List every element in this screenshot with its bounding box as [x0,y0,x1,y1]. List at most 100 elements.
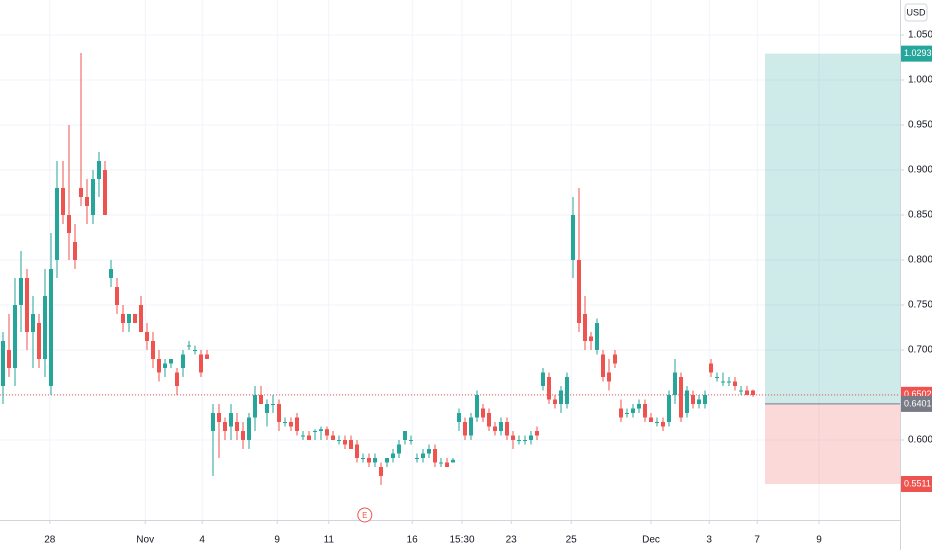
candle-body [397,444,401,454]
candle-body [589,336,593,341]
target-price-label: 1.0293 [904,48,932,58]
loss-zone [765,403,900,485]
candle-body [289,421,293,427]
candle-body [229,412,233,427]
candle-body [367,457,371,463]
candle-body [13,304,17,368]
candle-body [115,286,119,305]
candle-body [715,376,719,378]
profit-zone [765,53,900,404]
candle-body [475,394,479,418]
candle-body [679,376,683,418]
target-price-label-box [901,45,932,62]
x-tick-label: 7 [754,535,760,546]
candle-body [133,313,137,323]
candle-body [199,354,203,373]
candle-body [547,376,551,400]
candle-body [607,372,611,382]
candle-body [7,349,11,368]
x-tick-label: 3 [706,535,712,546]
candle-body [1,340,5,386]
candle-body [361,457,365,459]
x-tick-label: 23 [506,535,518,546]
candle-body [277,403,281,422]
candle-body [31,313,35,332]
candle-body [307,435,311,440]
x-tick-label: 28 [44,535,56,546]
candle-body [613,354,617,364]
candle-body [121,313,125,323]
candle-body [163,363,167,368]
currency-box[interactable] [904,3,928,22]
candle-body [37,322,41,359]
candle-body [595,322,599,350]
candle-body [481,408,485,418]
candle-body [469,417,473,436]
candle-body [541,372,545,386]
candle-body [559,390,563,404]
x-tick-label: 11 [324,535,335,546]
candle-body [151,340,155,359]
candle-body [625,412,629,414]
candle-body [733,381,737,386]
candle-body [523,439,527,441]
x-tick-label: 16 [407,535,419,546]
candle-body [49,268,53,386]
candle-body [301,435,305,437]
candle-body [703,394,707,404]
candle-body [265,403,269,413]
candle-body [373,457,377,463]
candle-body [91,179,95,216]
candle-body [421,453,425,458]
candle-body [295,417,299,431]
candle-body [109,268,113,278]
candle-body [565,376,569,404]
candle-body [253,394,257,418]
candle-body [169,358,173,364]
entry-price-label-box [901,395,932,412]
candle-body [463,421,467,436]
candle-body [313,430,317,432]
candle-body [181,354,185,368]
candle-body [211,412,215,431]
candle-body [175,372,179,386]
x-tick-label: Nov [136,535,154,546]
y-tick-label: 1.0500 [908,30,932,41]
candle-body [235,421,239,431]
x-tick-label: 9 [816,535,822,546]
candle-body [709,363,713,373]
candle-body [457,412,461,422]
candle-body [103,170,107,216]
candle-body [319,429,323,431]
candle-body [61,188,65,216]
candle-body [535,430,539,436]
candle-body [643,403,647,418]
candle-body [205,354,209,359]
candle-body [271,403,275,405]
candle-body [415,457,419,459]
x-tick-label: Dec [642,535,660,546]
candle-body [529,435,533,440]
candle-body [505,421,509,436]
candle-body [685,390,689,413]
candle-body [349,439,353,449]
candle-body [553,399,557,404]
x-tick-label: 15:30 [449,535,474,546]
candle-body [139,304,143,332]
candle-body [673,372,677,395]
candle-body [127,313,131,323]
candle-body [697,399,701,404]
candle-body [55,188,59,260]
candle-body [619,408,623,418]
candle-body [655,421,659,423]
currency-label[interactable]: USD [906,7,926,17]
candle-body [19,277,23,305]
candle-body [385,457,389,463]
candle-body [79,188,83,198]
